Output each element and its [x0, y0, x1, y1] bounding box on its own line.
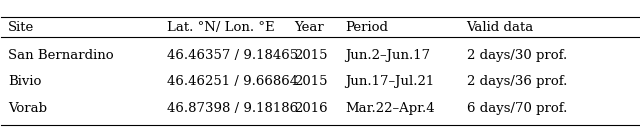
Text: 2016: 2016 — [294, 102, 328, 115]
Text: Bivio: Bivio — [8, 75, 41, 88]
Text: 46.87398 / 9.18186: 46.87398 / 9.18186 — [167, 102, 298, 115]
Text: 2 days/36 prof.: 2 days/36 prof. — [467, 75, 567, 88]
Text: 2015: 2015 — [294, 49, 328, 62]
Text: Mar.22–Apr.4: Mar.22–Apr.4 — [346, 102, 435, 115]
Text: 2 days/30 prof.: 2 days/30 prof. — [467, 49, 567, 62]
Text: Jun.17–Jul.21: Jun.17–Jul.21 — [346, 75, 435, 88]
Text: Vorab: Vorab — [8, 102, 47, 115]
Text: Lat. °N/ Lon. °E: Lat. °N/ Lon. °E — [167, 21, 275, 34]
Text: Jun.2–Jun.17: Jun.2–Jun.17 — [346, 49, 431, 62]
Text: San Bernardino: San Bernardino — [8, 49, 113, 62]
Text: Site: Site — [8, 21, 34, 34]
Text: Period: Period — [346, 21, 388, 34]
Text: 6 days/70 prof.: 6 days/70 prof. — [467, 102, 567, 115]
Text: 2015: 2015 — [294, 75, 328, 88]
Text: 46.46357 / 9.18465: 46.46357 / 9.18465 — [167, 49, 298, 62]
Text: Year: Year — [294, 21, 324, 34]
Text: 46.46251 / 9.66864: 46.46251 / 9.66864 — [167, 75, 298, 88]
Text: Valid data: Valid data — [467, 21, 534, 34]
